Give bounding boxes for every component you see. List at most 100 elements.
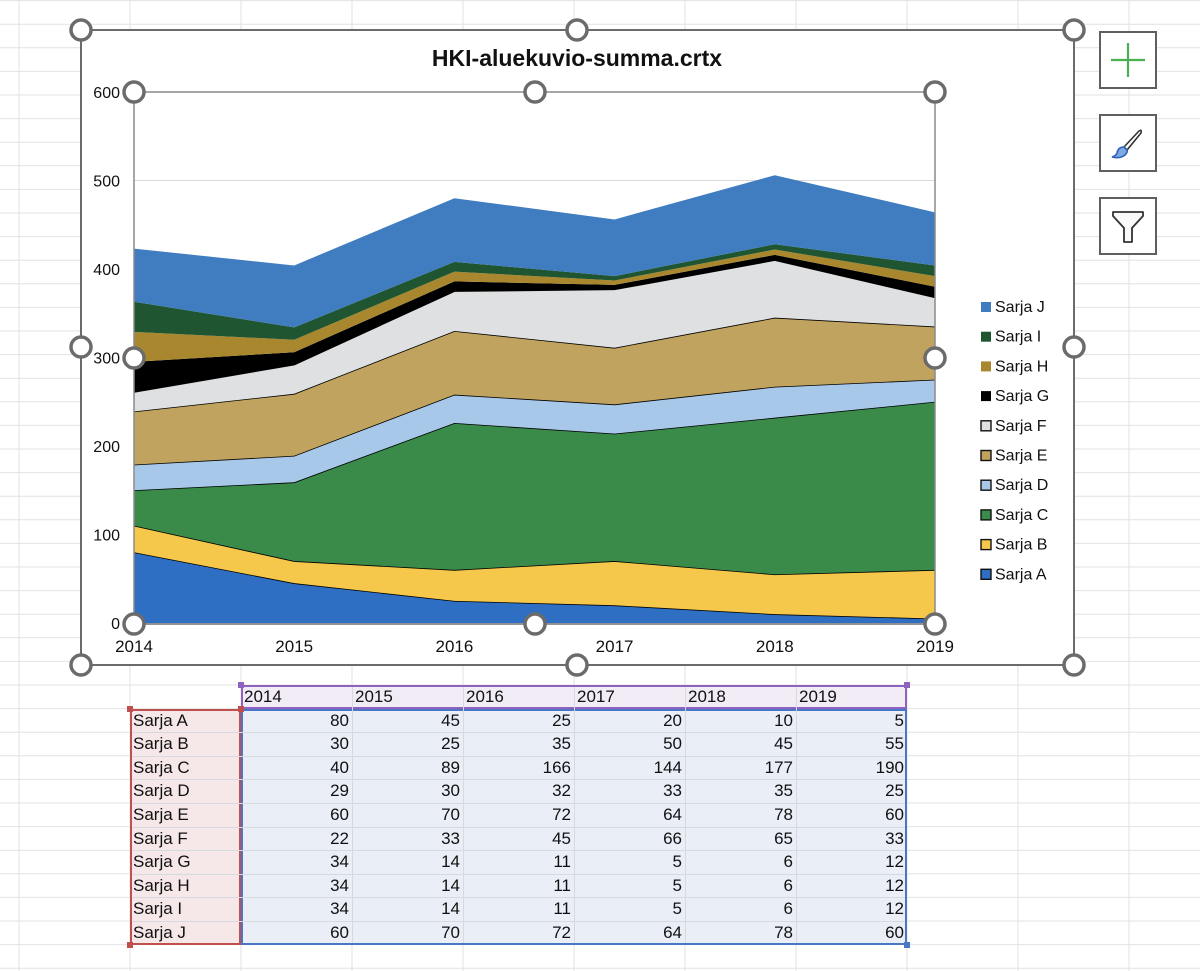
area-sarja-c[interactable] (134, 401, 935, 575)
value-cell[interactable]: 45 (774, 734, 793, 754)
area-sarja-a[interactable] (134, 552, 935, 623)
header-cell[interactable]: 2015 (355, 687, 393, 706)
plot-area-resize-handle[interactable] (923, 80, 947, 104)
value-cell[interactable]: 33 (441, 828, 460, 848)
value-cell[interactable]: 11 (553, 899, 571, 919)
legend-item[interactable]: Sarja H (981, 358, 1048, 375)
legend-item[interactable]: Sarja E (980, 448, 1047, 465)
value-cell[interactable]: 60 (330, 923, 349, 942)
legend-item[interactable]: Sarja F (980, 418, 1047, 435)
value-cell[interactable]: 70 (441, 923, 460, 942)
range-resize-handle[interactable] (238, 705, 244, 712)
value-cell[interactable]: 60 (885, 805, 904, 824)
value-cell[interactable]: 6 (783, 852, 793, 872)
value-cell[interactable]: 45 (552, 828, 571, 848)
area-sarja-f[interactable] (134, 260, 935, 412)
chart-resize-handle[interactable] (565, 18, 589, 42)
value-cell[interactable]: 78 (774, 923, 793, 942)
range-resize-handle[interactable] (127, 941, 133, 948)
value-cell[interactable]: 6 (783, 875, 793, 895)
value-cell[interactable]: 5 (672, 852, 682, 872)
row-label-cell[interactable]: Sarja C (133, 757, 190, 777)
value-cell[interactable]: 30 (441, 781, 460, 801)
value-cell[interactable]: 25 (552, 710, 571, 730)
value-cell[interactable]: 177 (764, 757, 793, 777)
area-sarja-j[interactable] (134, 175, 935, 328)
value-cell[interactable]: 6 (783, 899, 793, 919)
value-cell[interactable]: 33 (885, 828, 904, 848)
value-cell[interactable]: 166 (542, 757, 571, 777)
value-cell[interactable]: 11 (553, 852, 571, 872)
legend-item[interactable]: Sarja B (980, 537, 1047, 554)
plot-area-resize-handle[interactable] (122, 612, 146, 636)
chart-elements-button[interactable] (1099, 31, 1157, 89)
chart-resize-handle[interactable] (69, 335, 93, 359)
chart-resize-handle[interactable] (69, 18, 93, 42)
legend-item[interactable]: Sarja J (981, 299, 1045, 316)
range-resize-handle[interactable] (127, 705, 133, 712)
plot-area-resize-handle[interactable] (122, 346, 146, 370)
value-cell[interactable]: 34 (330, 875, 349, 895)
value-cell[interactable]: 72 (552, 805, 571, 824)
value-cell[interactable]: 5 (672, 899, 682, 919)
value-cell[interactable]: 60 (885, 923, 904, 942)
value-cell[interactable]: 78 (774, 805, 793, 824)
row-label-cell[interactable]: Sarja J (133, 923, 186, 942)
plot-area-resize-handle[interactable] (923, 612, 947, 636)
row-label-cell[interactable]: Sarja A (133, 710, 188, 730)
value-cell[interactable]: 144 (653, 757, 682, 777)
value-cell[interactable]: 12 (885, 875, 904, 895)
row-label-cell[interactable]: Sarja E (133, 805, 189, 824)
row-label-cell[interactable]: Sarja D (133, 781, 190, 801)
legend-item[interactable]: Sarja C (980, 507, 1048, 524)
plot-area-resize-handle[interactable] (122, 80, 146, 104)
value-cell[interactable]: 70 (441, 805, 460, 824)
value-cell[interactable]: 55 (885, 734, 904, 754)
legend-item[interactable]: Sarja D (980, 477, 1048, 494)
value-cell[interactable]: 40 (330, 757, 349, 777)
area-sarja-h[interactable] (134, 249, 935, 362)
value-cell[interactable]: 22 (330, 828, 349, 848)
header-cell[interactable]: 2017 (577, 687, 615, 706)
chart-title[interactable]: HKI-aluekuvio-summa.crtx (432, 45, 722, 71)
plot-area-resize-handle[interactable] (523, 80, 547, 104)
value-cell[interactable]: 45 (441, 710, 460, 730)
value-cell[interactable]: 25 (885, 781, 904, 801)
value-cell[interactable]: 60 (330, 805, 349, 824)
value-cell[interactable]: 12 (885, 852, 904, 872)
area-sarja-d[interactable] (134, 379, 935, 491)
area-sarja-e[interactable] (134, 317, 935, 465)
value-cell[interactable]: 14 (441, 899, 460, 919)
plot-area-resize-handle[interactable] (923, 346, 947, 370)
value-cell[interactable]: 66 (663, 828, 682, 848)
value-cell[interactable]: 64 (663, 923, 682, 942)
value-cell[interactable]: 34 (330, 899, 349, 919)
value-cell[interactable]: 64 (663, 805, 682, 824)
value-cell[interactable]: 11 (553, 875, 571, 895)
header-cell[interactable]: 2014 (244, 687, 282, 706)
chart-resize-handle[interactable] (1062, 18, 1086, 42)
row-label-cell[interactable]: Sarja I (133, 899, 183, 919)
header-cell[interactable]: 2016 (466, 687, 504, 706)
value-cell[interactable]: 35 (774, 781, 793, 801)
range-resize-handle[interactable] (238, 682, 244, 688)
chart-resize-handle[interactable] (69, 653, 93, 677)
value-cell[interactable]: 33 (663, 781, 682, 801)
legend-item[interactable]: Sarja A (980, 566, 1047, 583)
row-label-cell[interactable]: Sarja B (133, 734, 189, 754)
legend-item[interactable]: Sarja G (981, 388, 1049, 405)
value-cell[interactable]: 190 (875, 757, 904, 777)
chart-resize-handle[interactable] (565, 653, 589, 677)
value-cell[interactable]: 20 (663, 710, 682, 730)
header-cell[interactable]: 2019 (799, 687, 837, 706)
value-cell[interactable]: 50 (663, 734, 682, 754)
value-cell[interactable]: 29 (330, 781, 349, 801)
value-cell[interactable]: 5 (672, 875, 682, 895)
value-cell[interactable]: 34 (330, 852, 349, 872)
chart-styles-button[interactable] (1099, 114, 1157, 172)
value-cell[interactable]: 32 (552, 781, 571, 801)
value-cell[interactable]: 14 (441, 852, 460, 872)
range-resize-handle[interactable] (904, 682, 910, 688)
plot-area-resize-handle[interactable] (523, 612, 547, 636)
chart-filters-button[interactable] (1099, 197, 1157, 255)
